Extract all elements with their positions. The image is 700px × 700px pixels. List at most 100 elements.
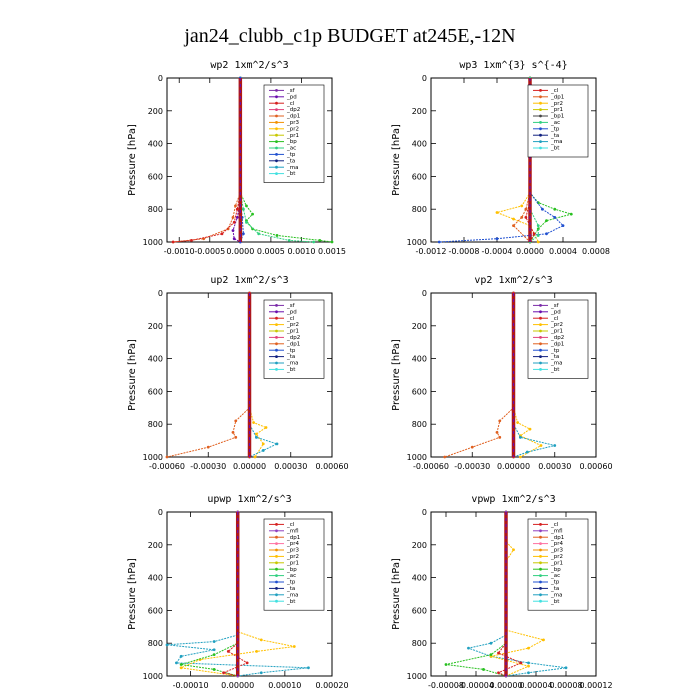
legend-marker xyxy=(275,355,278,358)
x-tick-label: 0.00020 xyxy=(315,681,348,690)
legend-label: _pd xyxy=(286,94,297,100)
data-point xyxy=(489,641,493,645)
legend-marker xyxy=(539,114,542,118)
x-tick-label: 0.00012 xyxy=(579,681,612,690)
data-point xyxy=(226,650,230,653)
legend-label: _sf xyxy=(286,88,296,94)
data-point xyxy=(553,216,557,219)
data-point xyxy=(524,207,528,211)
series-line-cl xyxy=(173,78,241,243)
data-point xyxy=(312,240,316,244)
legend-label: _tp xyxy=(550,580,560,586)
legend-label: _bp xyxy=(550,567,561,573)
legend-label: _ac xyxy=(286,146,296,152)
data-point xyxy=(542,638,545,642)
legend-label: _pd xyxy=(286,309,297,315)
legend-label: _pr4 xyxy=(550,541,564,547)
legend-box xyxy=(263,299,325,379)
plot-frame xyxy=(430,511,597,677)
data-point xyxy=(545,219,548,223)
x-tick-label: -0.00010 xyxy=(173,681,209,690)
legend-label: _ta xyxy=(550,354,559,360)
legend-label: _cl xyxy=(286,522,295,528)
legend-label: _tp xyxy=(286,348,296,354)
y-tick-label: 1000 xyxy=(407,672,427,681)
x-tick-label: 0.00010 xyxy=(268,681,301,690)
x-tick-label: -0.0012 xyxy=(416,247,447,256)
legend-label: _dp1 xyxy=(286,535,300,541)
data-point xyxy=(235,207,239,211)
x-tick-label: -0.00060 xyxy=(149,462,185,471)
data-point xyxy=(234,435,238,439)
legend-marker xyxy=(275,574,278,577)
legend-marker xyxy=(539,599,542,603)
legend-marker xyxy=(539,529,542,533)
data-point xyxy=(255,650,258,653)
legend-label: _ma xyxy=(286,361,298,367)
data-point xyxy=(261,442,265,446)
panel-title: upwp 1xm^2/s^3 xyxy=(207,494,291,505)
legend-marker xyxy=(539,304,542,307)
legend-label: _pr1 xyxy=(550,329,563,335)
legend-marker xyxy=(275,593,278,597)
legend-marker xyxy=(275,165,278,169)
legend-label: _dp1 xyxy=(550,535,564,541)
legend-label: _cl xyxy=(550,88,559,94)
data-point xyxy=(443,455,447,459)
y-tick-label: 600 xyxy=(148,606,163,615)
legend-label: _dp2 xyxy=(550,335,564,341)
legend-label: _pr3 xyxy=(286,548,300,554)
y-tick-label: 400 xyxy=(412,574,427,583)
legend-marker xyxy=(275,133,278,137)
data-point xyxy=(564,666,568,670)
data-point xyxy=(259,638,263,642)
legend-marker xyxy=(539,574,542,577)
data-point xyxy=(252,421,256,424)
legend-marker xyxy=(275,140,278,144)
data-point xyxy=(190,238,193,242)
x-tick-label: -0.00008 xyxy=(428,681,464,690)
data-point xyxy=(512,224,515,228)
data-point xyxy=(231,431,235,434)
legend-marker xyxy=(539,329,542,333)
data-point xyxy=(519,661,523,665)
legend-label: _pr2 xyxy=(286,554,299,560)
legend-marker xyxy=(539,561,542,565)
legend-marker xyxy=(275,146,278,150)
panel-title: wp2 1xm^2/s^3 xyxy=(210,60,288,71)
legend-marker xyxy=(275,89,278,92)
legend-box xyxy=(263,84,325,183)
data-point xyxy=(532,232,536,236)
x-tick-label: 0.00060 xyxy=(315,462,348,471)
data-point xyxy=(175,661,178,665)
y-tick-label: 1000 xyxy=(407,453,427,462)
y-tick-label: 800 xyxy=(412,420,427,429)
data-point xyxy=(234,204,237,208)
data-point xyxy=(292,645,296,648)
legend-label: _pd xyxy=(550,309,561,315)
legend-label: _mfl xyxy=(550,528,563,534)
legend-label: _pr3 xyxy=(550,548,564,554)
legend-marker xyxy=(275,529,278,533)
panel-6: vpwp 1xm^2/s^3 Pressure [hPa] 0 200 400 600 80… xyxy=(391,494,613,690)
legend-marker xyxy=(539,342,542,346)
legend-label: _bt xyxy=(550,367,560,373)
data-point xyxy=(241,207,245,211)
legend-marker xyxy=(539,580,542,584)
series-line-dp1 xyxy=(512,78,531,243)
y-tick-label: 400 xyxy=(148,574,163,583)
legend-label: _dp2 xyxy=(286,335,300,341)
data-point xyxy=(251,212,254,216)
x-tick-label: 0.00000 xyxy=(221,681,254,690)
legend-marker xyxy=(275,561,278,565)
y-tick-label: 1000 xyxy=(143,238,163,247)
data-point xyxy=(489,653,493,657)
data-point xyxy=(470,445,474,449)
data-point xyxy=(518,435,522,439)
data-point xyxy=(171,240,175,244)
data-point xyxy=(220,232,224,236)
legend-label: _mfl xyxy=(286,528,299,534)
x-tick-label: 0.0000 xyxy=(226,247,254,256)
y-axis-label: Pressure [hPa] xyxy=(127,339,138,411)
